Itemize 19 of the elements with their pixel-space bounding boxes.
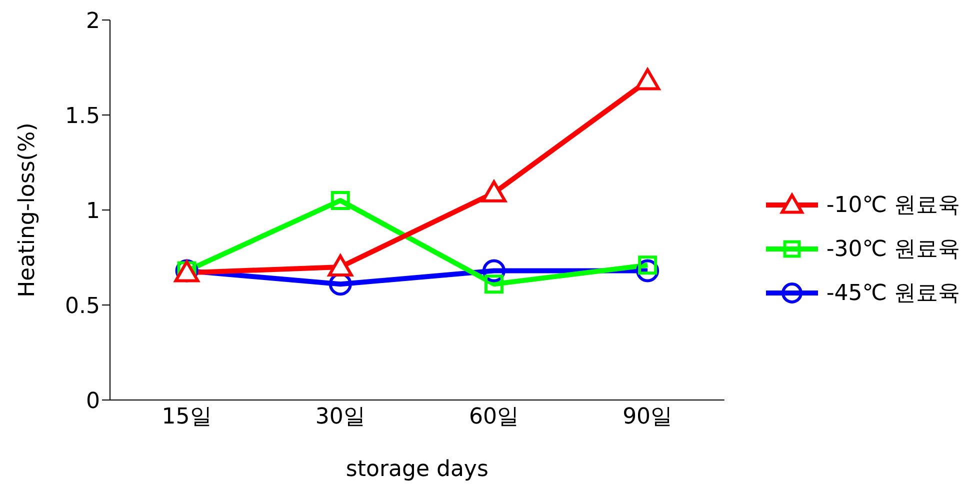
y-axis-title: Heating-loss(%): [14, 122, 40, 298]
legend-label: -30℃ 원료육: [826, 236, 960, 264]
x-tick-label: 15일: [162, 404, 212, 430]
legend-label: -10℃ 원료육: [826, 192, 960, 220]
point: [481, 180, 506, 202]
y-tick-label: 0: [86, 388, 100, 414]
point: [330, 191, 350, 210]
point: [635, 68, 660, 90]
y-tick-label: 1.5: [65, 104, 100, 129]
y-tick-label: 2: [86, 8, 100, 34]
legend-label: -45℃ 원료육: [826, 280, 960, 308]
y-tick-label: 1: [86, 198, 100, 224]
x-tick-label: 60일: [468, 404, 519, 430]
x-tick-label: 30일: [315, 404, 366, 430]
x-tick-label: 90일: [622, 404, 673, 430]
y-tick-label: 0.5: [65, 294, 100, 319]
point: [484, 274, 504, 294]
x-axis-title: storage days: [346, 457, 488, 482]
point: [328, 254, 353, 276]
